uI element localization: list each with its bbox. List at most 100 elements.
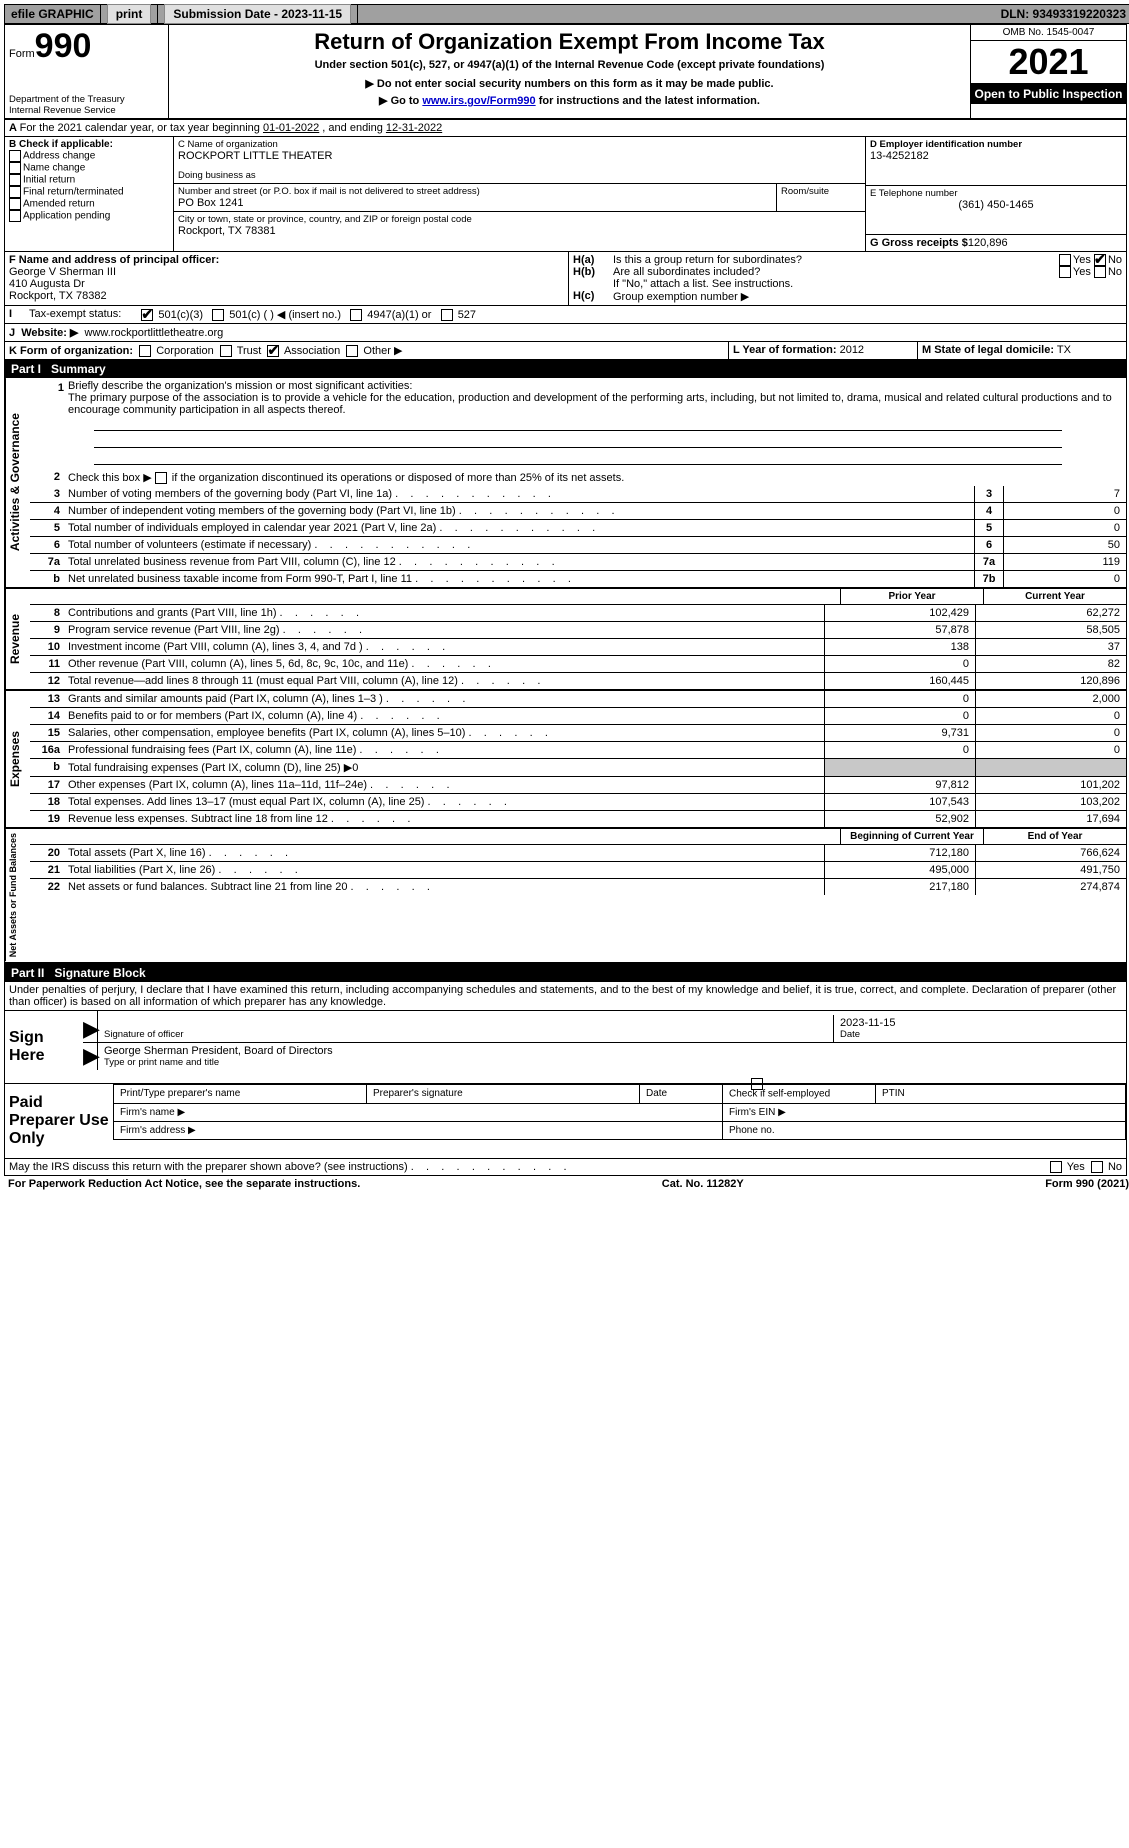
typed-label: Type or print name and title [104, 1057, 1120, 1068]
form-number: 990 [35, 27, 92, 65]
initial-return-checkbox[interactable] [9, 174, 21, 186]
table-row: 17 Other expenses (Part IX, column (A), … [30, 777, 1126, 794]
arrow-icon: ▶ [83, 1016, 97, 1042]
table-row: 15 Salaries, other compensation, employe… [30, 725, 1126, 742]
sign-here-label: Sign Here [5, 1011, 83, 1083]
current-year-label: Current Year [983, 589, 1126, 604]
table-row: 22 Net assets or fund balances. Subtract… [30, 879, 1126, 895]
ha-label: Is this a group return for subordinates? [613, 254, 1059, 266]
paid-preparer-label: Paid Preparer Use Only [5, 1084, 113, 1158]
application-pending-checkbox[interactable] [9, 210, 21, 222]
form-title: Return of Organization Exempt From Incom… [173, 29, 966, 55]
officer-label: F Name and address of principal officer: [9, 254, 219, 266]
submission-date-button[interactable]: Submission Date - 2023-11-15 [164, 4, 351, 24]
table-row: 11 Other revenue (Part VIII, column (A),… [30, 656, 1126, 673]
501c-checkbox[interactable] [212, 309, 224, 321]
prep-sig-label: Preparer's signature [367, 1084, 640, 1103]
part2-header: Part IISignature Block [5, 964, 1126, 982]
table-row: 19 Revenue less expenses. Subtract line … [30, 811, 1126, 827]
footer-left: For Paperwork Reduction Act Notice, see … [8, 1178, 360, 1190]
tax-year: 2021 [971, 41, 1126, 84]
irs-link[interactable]: www.irs.gov/Form990 [422, 95, 535, 107]
hb-note: If "No," attach a list. See instructions… [573, 278, 1122, 290]
table-row: 9 Program service revenue (Part VIII, li… [30, 622, 1126, 639]
527-checkbox[interactable] [441, 309, 453, 321]
part1-header: Part ISummary [5, 360, 1126, 378]
501c3-checkbox[interactable] [141, 309, 153, 321]
trust-checkbox[interactable] [220, 345, 232, 357]
phone-label: E Telephone number [870, 188, 1122, 199]
footer-right: Form 990 (2021) [1045, 1178, 1129, 1190]
hc-label: Group exemption number ▶ [613, 290, 749, 303]
mission-label: Briefly describe the organization's miss… [68, 380, 412, 392]
line3-desc: Number of voting members of the governin… [64, 486, 974, 502]
mission-text: The primary purpose of the association i… [68, 392, 1112, 416]
section-b: B Check if applicable: Address change Na… [5, 137, 174, 251]
line2-checkbox[interactable] [155, 472, 167, 484]
line4-desc: Number of independent voting members of … [64, 503, 974, 519]
ha-yes-checkbox[interactable] [1059, 254, 1071, 266]
table-row: 8 Contributions and grants (Part VIII, l… [30, 605, 1126, 622]
line7a-desc: Total unrelated business revenue from Pa… [64, 554, 974, 570]
form-word: Form [9, 48, 35, 60]
print-button[interactable]: print [107, 4, 152, 24]
ha-no-checkbox[interactable] [1094, 254, 1106, 266]
other-checkbox[interactable] [346, 345, 358, 357]
sig-date-label: Date [840, 1029, 1120, 1040]
corp-checkbox[interactable] [139, 345, 151, 357]
hb-label: Are all subordinates included? [613, 266, 1059, 278]
line4-val: 0 [1003, 503, 1126, 519]
state-domicile-value: TX [1057, 344, 1071, 356]
dln-label: DLN: 93493319220323 [995, 5, 1129, 23]
website-value: www.rockportlittletheatre.org [85, 327, 224, 339]
hb-yes-checkbox[interactable] [1059, 266, 1071, 278]
table-row: 21 Total liabilities (Part X, line 26) 4… [30, 862, 1126, 879]
table-row: 18 Total expenses. Add lines 13–17 (must… [30, 794, 1126, 811]
room-label: Room/suite [777, 184, 865, 211]
address-change-checkbox[interactable] [9, 150, 21, 162]
prior-year-label: Prior Year [840, 589, 983, 604]
officer-addr2: Rockport, TX 78382 [9, 290, 564, 302]
4947-checkbox[interactable] [350, 309, 362, 321]
street-label: Number and street (or P.O. box if mail i… [178, 186, 772, 197]
line7b-desc: Net unrelated business taxable income fr… [64, 571, 974, 587]
firm-phone-label: Phone no. [723, 1121, 1126, 1139]
table-row: 13 Grants and similar amounts paid (Part… [30, 691, 1126, 708]
website-label: Website: ▶ [21, 327, 78, 339]
year-formation-label: L Year of formation: [733, 344, 837, 356]
form-subtitle: Under section 501(c), 527, or 4947(a)(1)… [173, 59, 966, 71]
line7a-val: 119 [1003, 554, 1126, 570]
org-name-label: C Name of organization [178, 139, 861, 150]
officer-name: George V Sherman III [9, 266, 564, 278]
street-value: PO Box 1241 [178, 197, 772, 209]
dba-label: Doing business as [178, 170, 861, 181]
irs-label: Internal Revenue Service [9, 105, 164, 116]
gross-receipts-label: G Gross receipts $ [870, 237, 968, 249]
dept-label: Department of the Treasury [9, 94, 164, 105]
line7b-val: 0 [1003, 571, 1126, 587]
officer-addr1: 410 Augusta Dr [9, 278, 564, 290]
assoc-checkbox[interactable] [267, 345, 279, 357]
amended-return-checkbox[interactable] [9, 198, 21, 210]
open-public-label: Open to Public Inspection [971, 84, 1126, 104]
typed-name: George Sherman President, Board of Direc… [104, 1045, 1120, 1057]
hb-no-checkbox[interactable] [1094, 266, 1106, 278]
may-irs-no-checkbox[interactable] [1091, 1161, 1103, 1173]
form-org-label: K Form of organization: [9, 345, 133, 357]
footer-mid: Cat. No. 11282Y [662, 1178, 744, 1190]
vlabel-revenue: Revenue [5, 589, 30, 689]
goto-suffix: for instructions and the latest informat… [536, 95, 760, 107]
self-employed-checkbox[interactable] [751, 1078, 763, 1090]
beginning-year-label: Beginning of Current Year [840, 829, 983, 844]
end-year-label: End of Year [983, 829, 1126, 844]
tax-year-begin: 01-01-2022 [263, 122, 319, 134]
goto-prefix: ▶ Go to [379, 95, 422, 107]
perjury-text: Under penalties of perjury, I declare th… [5, 982, 1126, 1011]
name-change-checkbox[interactable] [9, 162, 21, 174]
tax-exempt-label: Tax-exempt status: [29, 308, 121, 321]
ssn-warning: ▶ Do not enter social security numbers o… [173, 77, 966, 90]
line6-desc: Total number of volunteers (estimate if … [64, 537, 974, 553]
may-irs-yes-checkbox[interactable] [1050, 1161, 1062, 1173]
final-return-checkbox[interactable] [9, 186, 21, 198]
arrow-icon: ▶ [83, 1043, 97, 1070]
